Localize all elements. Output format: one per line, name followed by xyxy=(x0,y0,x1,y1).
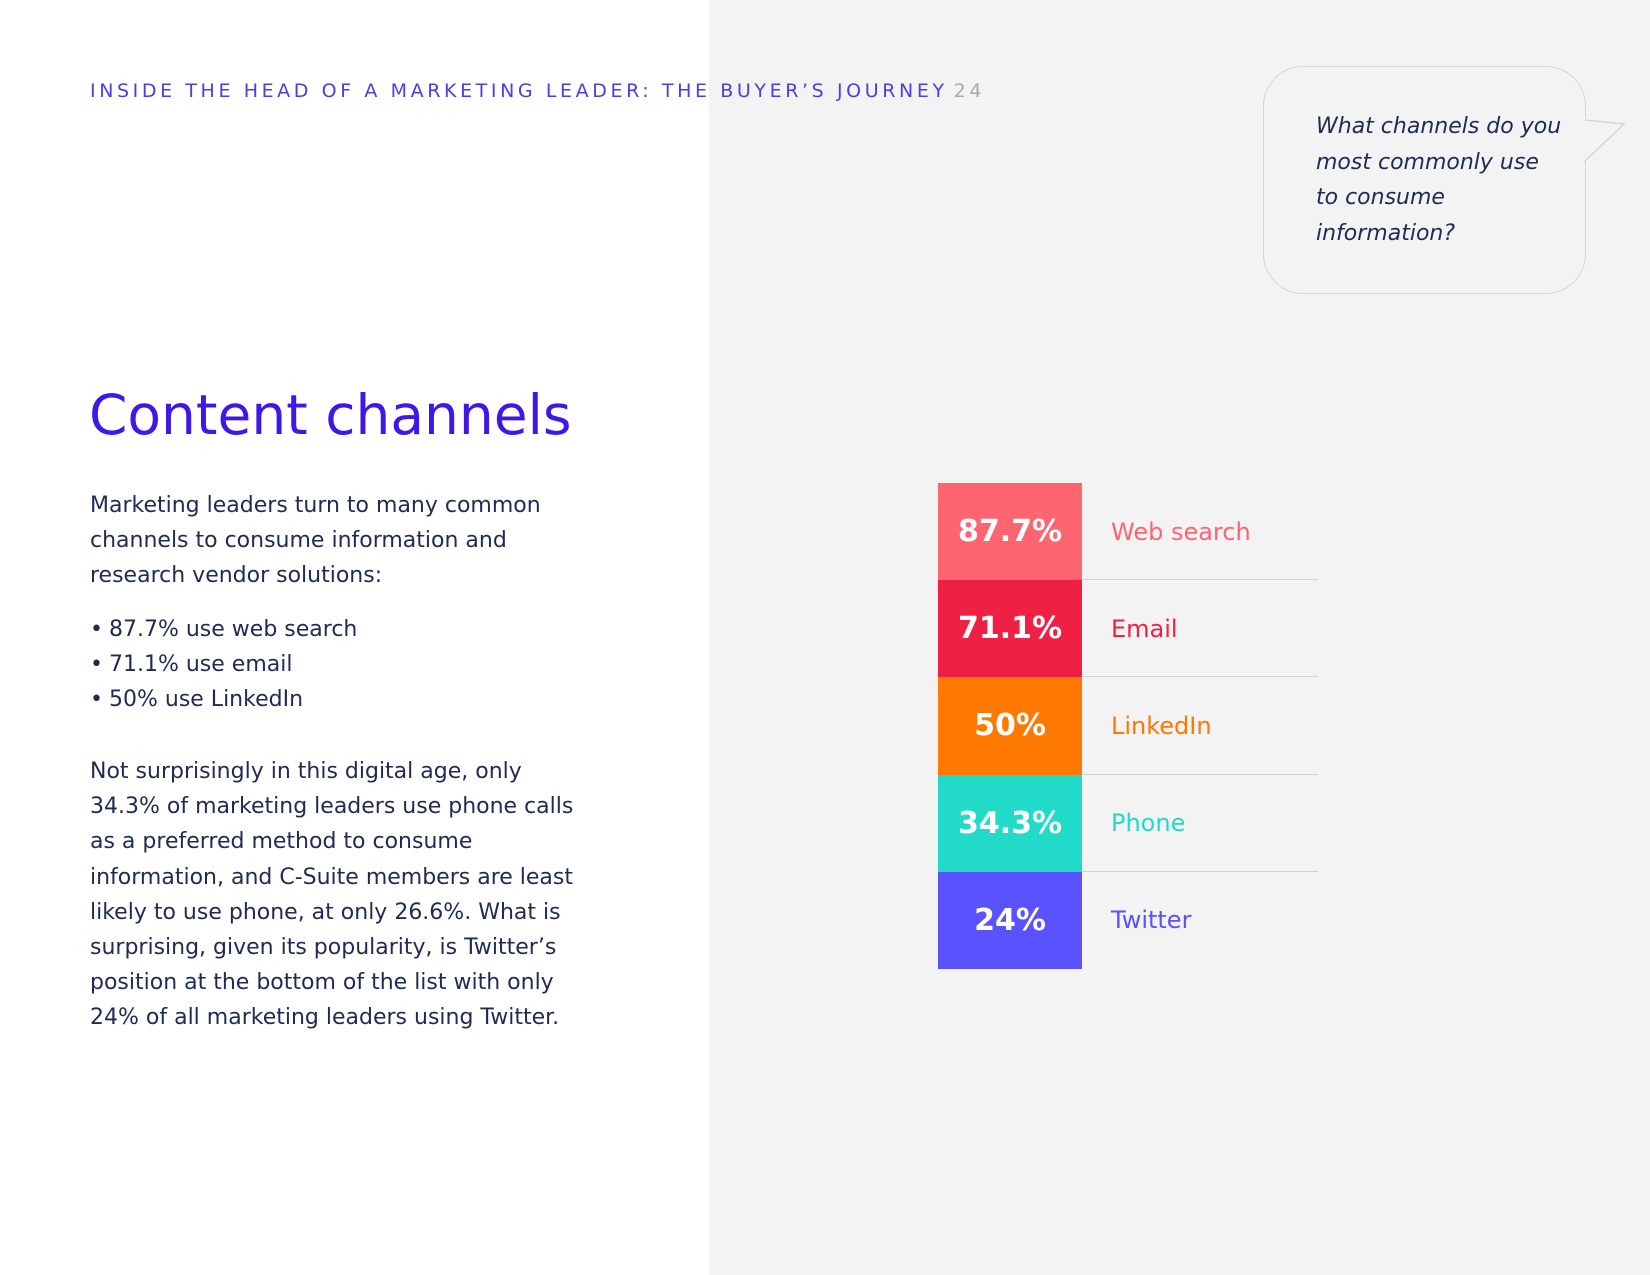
survey-question: What channels do you most commonly use t… xyxy=(1316,114,1562,246)
intro-paragraph: Marketing leaders turn to many common ch… xyxy=(90,493,541,589)
running-header: INSIDE THE HEAD OF A MARKETING LEADER: T… xyxy=(90,80,985,102)
chart-row-divider xyxy=(1082,870,1318,872)
chart-value-box: 24% xyxy=(938,871,1082,969)
chart-category-label: Web search xyxy=(1111,517,1251,546)
chart-row: 87.7% Web search xyxy=(938,483,1318,581)
chart-row: 50% LinkedIn xyxy=(938,677,1318,775)
speech-bubble-tail xyxy=(1584,118,1626,163)
bullet-item: 50% use LinkedIn xyxy=(90,682,357,717)
chart-category-label: Twitter xyxy=(1111,906,1192,935)
running-title: INSIDE THE HEAD OF A MARKETING LEADER: T… xyxy=(90,80,948,102)
chart-category-label: Phone xyxy=(1111,809,1186,838)
body-paragraph: Not surprisingly in this digital age, on… xyxy=(90,759,574,1031)
chart-category-label: LinkedIn xyxy=(1111,711,1212,740)
chart-row-divider xyxy=(1082,579,1318,581)
bullet-item: 87.7% use web search xyxy=(90,612,357,647)
page-number: 24 xyxy=(953,80,986,102)
chart-row: 34.3% Phone xyxy=(938,774,1318,872)
chart-value-box: 87.7% xyxy=(938,483,1082,581)
chart-row-divider xyxy=(1082,676,1318,678)
channels-chart: 87.7% Web search 71.1% Email 50% LinkedIn 34.3… xyxy=(938,483,1318,969)
chart-category-label: Email xyxy=(1111,614,1178,643)
chart-value-box: 71.1% xyxy=(938,580,1082,678)
speech-bubble xyxy=(1263,66,1586,294)
chart-row: 71.1% Email xyxy=(938,580,1318,678)
bullet-item: 71.1% use email xyxy=(90,647,357,682)
chart-value-box: 34.3% xyxy=(938,774,1082,872)
chart-value-box: 50% xyxy=(938,677,1082,775)
chart-row: 24% Twitter xyxy=(938,871,1318,969)
chart-row-divider xyxy=(1082,773,1318,775)
page-title: Content channels xyxy=(89,383,572,447)
stat-bullet-list: 87.7% use web search 71.1% use email 50%… xyxy=(90,612,357,717)
